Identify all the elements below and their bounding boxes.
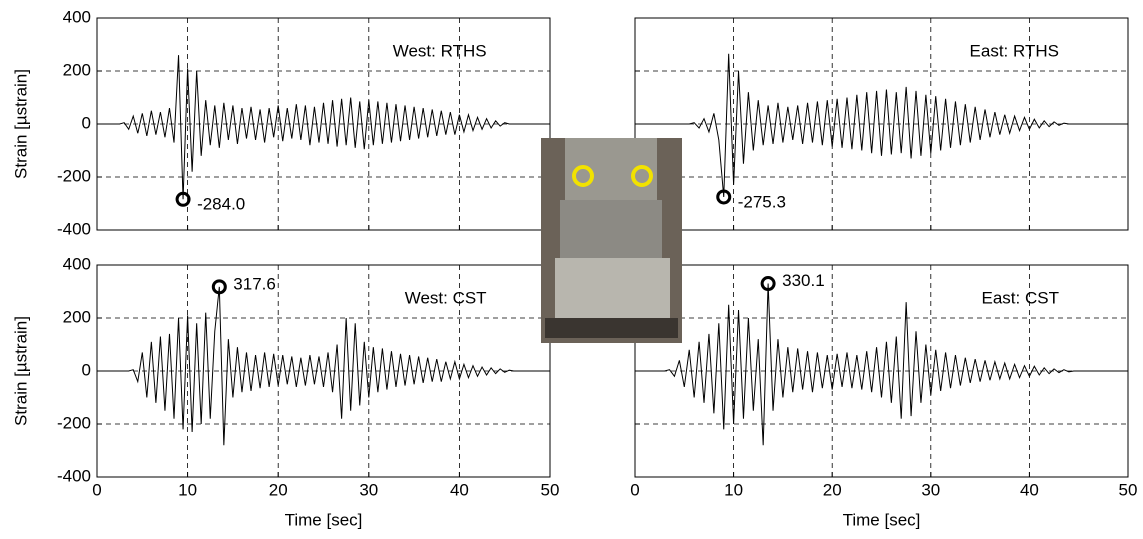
panel-label: East: RTHS	[970, 41, 1059, 60]
y-axis-label: Strain [µstrain]	[11, 316, 30, 426]
peak-label: -275.3	[738, 192, 786, 211]
data-line	[635, 283, 1128, 446]
gauge-marker	[572, 165, 594, 187]
x-tick-label: 40	[450, 480, 469, 499]
x-tick-label: 30	[359, 480, 378, 499]
peak-label: 317.6	[233, 274, 276, 293]
photo	[541, 138, 682, 343]
panel-label: West: CST	[405, 288, 487, 307]
y-tick-label: 400	[63, 254, 91, 273]
base	[545, 318, 678, 338]
y-tick-label: -400	[57, 219, 91, 238]
x-axis-label: Time [sec]	[285, 510, 363, 529]
data-line	[97, 286, 550, 446]
x-axis-label: Time [sec]	[843, 510, 921, 529]
peak-marker	[175, 191, 191, 207]
y-tick-label: -200	[57, 413, 91, 432]
y-tick-label: -400	[57, 466, 91, 485]
flange	[560, 200, 662, 260]
data-line	[635, 53, 1128, 197]
peak-marker	[211, 279, 227, 295]
x-tick-label: 30	[921, 480, 940, 499]
x-tick-label: 50	[1119, 480, 1138, 499]
tank	[555, 258, 670, 318]
peak-label: -284.0	[197, 195, 245, 214]
data-line	[97, 55, 550, 200]
x-tick-label: 20	[269, 480, 288, 499]
axes-frame	[634, 17, 1129, 231]
x-tick-label: 10	[724, 480, 743, 499]
x-tick-label: 20	[823, 480, 842, 499]
y-tick-label: 0	[82, 360, 91, 379]
y-tick-label: 200	[63, 307, 91, 326]
y-tick-label: 0	[82, 113, 91, 132]
panel-label: West: RTHS	[393, 41, 487, 60]
y-axis-label: Strain [µstrain]	[11, 69, 30, 179]
y-tick-label: 200	[63, 60, 91, 79]
x-tick-label: 10	[178, 480, 197, 499]
insulator	[565, 138, 657, 208]
peak-marker	[716, 189, 732, 205]
y-tick-label: -200	[57, 166, 91, 185]
peak-marker	[760, 276, 776, 292]
peak-label: 330.1	[782, 271, 825, 290]
gauge-marker	[631, 165, 653, 187]
x-tick-label: 40	[1020, 480, 1039, 499]
panel-label: East: CST	[982, 288, 1059, 307]
axes-frame	[634, 264, 1129, 478]
y-tick-label: 400	[63, 7, 91, 26]
x-tick-label: 0	[92, 480, 101, 499]
axes-frame	[96, 264, 551, 478]
x-tick-label: 0	[630, 480, 639, 499]
x-tick-label: 50	[541, 480, 560, 499]
axes-frame	[96, 17, 551, 231]
